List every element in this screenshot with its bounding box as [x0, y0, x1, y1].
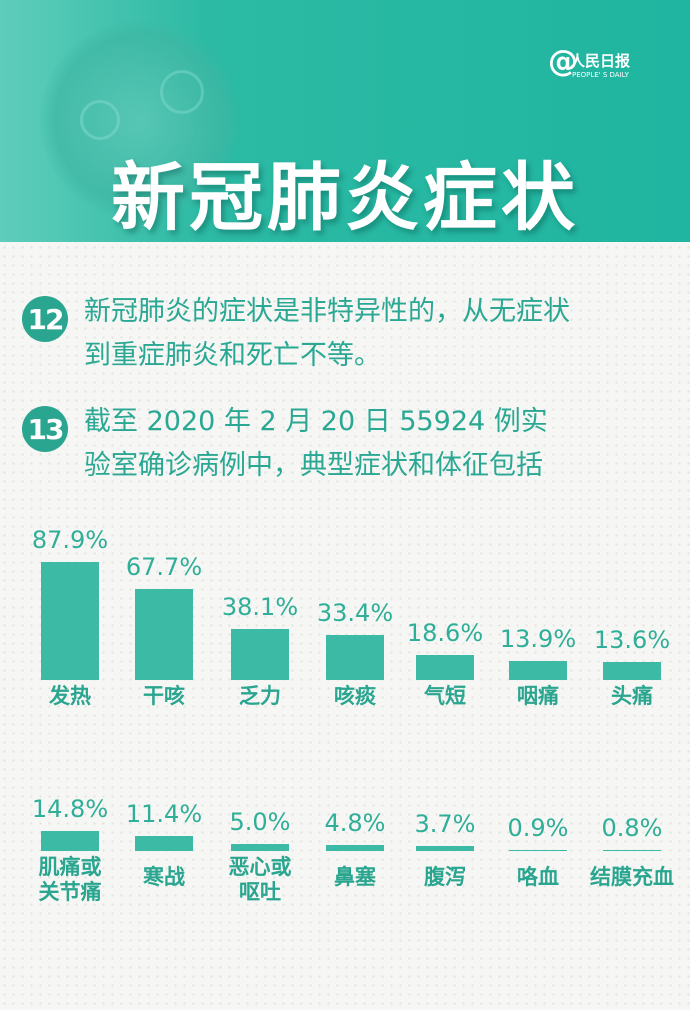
bar-发热 — [41, 562, 99, 680]
item-text-line: 到重症肺炎和死亡不等。 — [84, 340, 381, 371]
data-label: 33.4% — [316, 599, 394, 628]
data-label: 3.7% — [414, 810, 476, 839]
category-label: 鼻塞 — [334, 865, 376, 889]
number-badge: 12 — [22, 296, 68, 342]
data-label: 13.6% — [593, 625, 671, 654]
data-label: 67.7% — [125, 553, 203, 582]
category-label: 头痛 — [611, 684, 653, 708]
item-12: 12 新冠肺炎的症状是非特异性的，从无症状 到重症肺炎和死亡不等。 — [22, 296, 570, 378]
page-title: 新冠肺炎症状 — [111, 155, 579, 241]
bar-结膜充血 — [603, 849, 661, 851]
bar-恶心或呕吐 — [231, 844, 289, 851]
category-label: 发热 — [49, 684, 91, 708]
data-label: 0.9% — [507, 813, 569, 842]
data-label: 0.8% — [601, 813, 663, 842]
bar-乏力 — [231, 628, 289, 680]
data-label: 18.6% — [406, 619, 484, 648]
bar-鼻塞 — [326, 844, 384, 851]
category-label: 咯血 — [517, 865, 559, 889]
bar-寒战 — [135, 835, 193, 851]
data-label: 13.9% — [499, 625, 577, 654]
virus-illustration — [40, 20, 240, 220]
data-label: 11.4% — [125, 799, 203, 828]
category-label: 干咳 — [143, 684, 185, 708]
bar-头痛 — [603, 661, 661, 680]
bar-干咳 — [135, 589, 193, 680]
item-text-line: 验室确诊病例中，典型症状和体征包括 — [84, 450, 543, 481]
data-label: 4.8% — [324, 808, 386, 837]
category-label: 结膜充血 — [590, 865, 674, 889]
data-label: 5.0% — [229, 808, 291, 837]
category-label: 乏力 — [239, 684, 281, 708]
category-label: 气短 — [424, 684, 466, 708]
bar-咯血 — [509, 849, 567, 851]
bar-腹泻 — [416, 846, 474, 851]
category-label: 寒战 — [143, 865, 185, 889]
category-label: 咳痰 — [334, 684, 376, 708]
category-label: 咽痛 — [517, 684, 559, 708]
data-label: 14.8% — [31, 795, 109, 824]
data-label: 38.1% — [221, 592, 299, 621]
category-label: 肌痛或 关节痛 — [38, 855, 102, 904]
item-13: 13 截至 2020 年 2 月 20 日 55924 例实 验室确诊病例中，典… — [22, 406, 548, 488]
bar-咽痛 — [509, 661, 567, 680]
bar-肌痛或关节痛 — [41, 831, 99, 851]
bar-咳痰 — [326, 635, 384, 680]
header-banner: @ 人民日报 PEOPLE' S DAILY 新冠肺炎症状 — [0, 0, 690, 242]
number-badge: 13 — [22, 406, 68, 452]
data-label: 87.9% — [31, 526, 109, 555]
item-text-line: 截至 2020 年 2 月 20 日 55924 例实 — [84, 406, 548, 437]
bar-气短 — [416, 655, 474, 680]
item-text-line: 新冠肺炎的症状是非特异性的，从无症状 — [84, 296, 570, 327]
category-label: 腹泻 — [424, 865, 466, 889]
category-label: 恶心或 呕吐 — [228, 855, 292, 904]
